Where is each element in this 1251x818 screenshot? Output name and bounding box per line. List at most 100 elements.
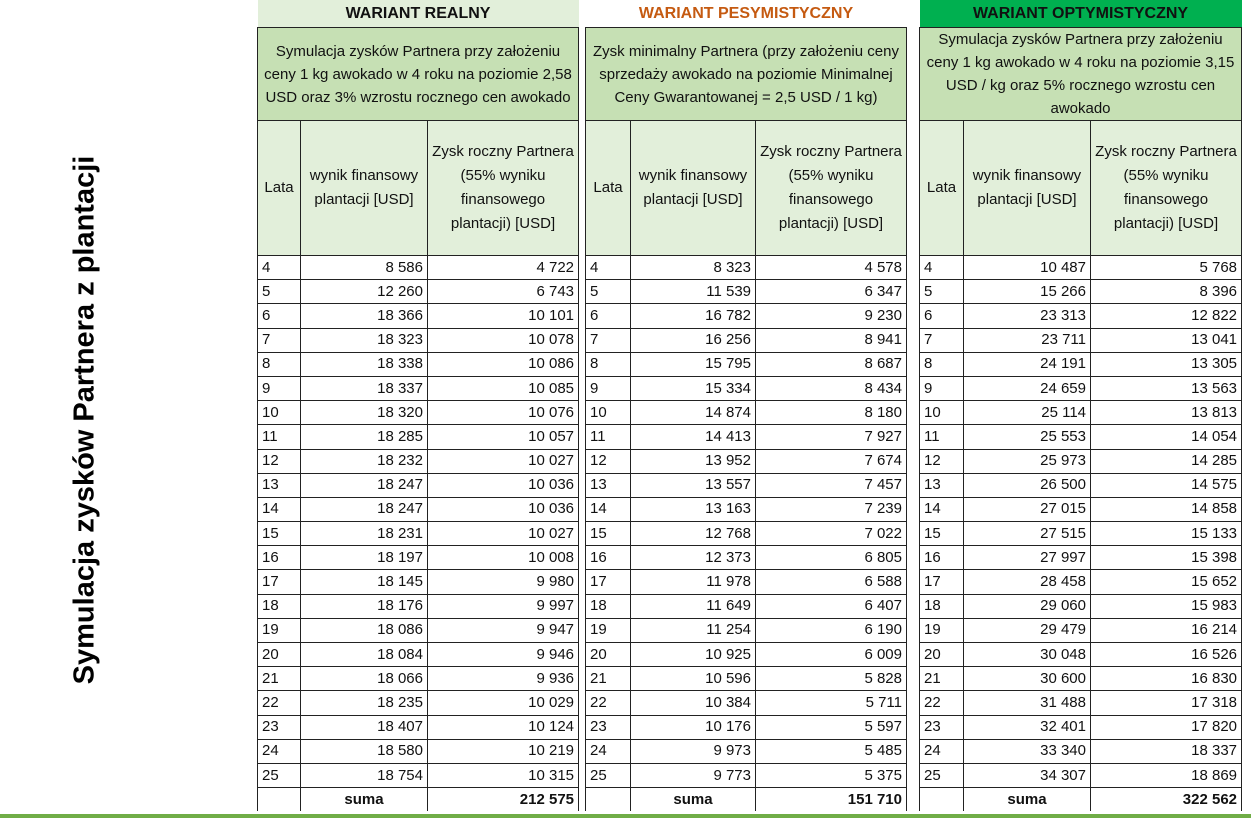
- zysk-cell: 10 086: [426, 351, 580, 377]
- year-cell: 6: [257, 303, 301, 329]
- year-cell: 11: [257, 424, 301, 450]
- wynik-cell: 12 260: [300, 279, 428, 305]
- zysk-cell: 5 485: [755, 738, 907, 764]
- table-row: 25 34 307 18 869: [919, 762, 1243, 789]
- zysk-cell: 10 076: [426, 400, 580, 426]
- side-title: Symulacja zysków Partnera z plantacji: [68, 155, 101, 685]
- wynik-cell: 27 015: [963, 496, 1091, 523]
- variant-table: WARIANT REALNY Symulacja zysków Partnera …: [256, 0, 580, 812]
- side-label-area: Symulacja zysków Partnera z plantacji: [0, 0, 255, 814]
- zysk-cell: 5 711: [755, 690, 907, 716]
- year-cell: 10: [919, 400, 964, 426]
- title-row: WARIANT PESYMISTYCZNY: [586, 0, 907, 28]
- table-row: 18 18 176 9 997: [257, 593, 580, 619]
- year-cell: 13: [585, 472, 631, 498]
- wynik-cell: 12 373: [630, 545, 756, 571]
- wynik-cell: 25 114: [963, 400, 1091, 426]
- year-cell: 24: [257, 738, 301, 764]
- year-cell: 5: [919, 279, 964, 305]
- year-cell: 23: [585, 714, 631, 740]
- year-cell: 25: [919, 762, 964, 789]
- zysk-cell: 18 869: [1089, 762, 1243, 789]
- zysk-cell: 14 858: [1089, 496, 1243, 523]
- zysk-cell: 10 057: [426, 424, 580, 450]
- zysk-cell: 10 027: [426, 521, 580, 547]
- wynik-cell: 18 235: [300, 690, 428, 716]
- header-wynik: wynik finansowy plantacji [USD]: [630, 120, 756, 256]
- zysk-cell: 5 768: [1089, 254, 1243, 281]
- wynik-cell: 23 711: [963, 327, 1091, 353]
- zysk-cell: 10 315: [426, 762, 580, 789]
- sum-empty-cell: [585, 787, 631, 812]
- zysk-cell: 10 219: [426, 738, 580, 764]
- year-cell: 5: [257, 279, 301, 305]
- year-cell: 22: [585, 690, 631, 716]
- table-row: 12 25 973 14 285: [919, 448, 1243, 474]
- wynik-cell: 10 596: [630, 666, 756, 692]
- table-row: 13 13 557 7 457: [585, 472, 907, 498]
- year-cell: 20: [919, 641, 964, 668]
- year-cell: 21: [919, 666, 964, 692]
- table-row: 8 15 795 8 687: [585, 351, 907, 377]
- wynik-cell: 33 340: [963, 738, 1091, 764]
- year-cell: 15: [585, 521, 631, 547]
- year-cell: 12: [919, 448, 964, 474]
- year-cell: 13: [257, 472, 301, 498]
- header-zysk: Zysk roczny Partnera (55% wyniku finanso…: [755, 120, 907, 256]
- zysk-cell: 8 434: [755, 375, 907, 402]
- wynik-cell: 18 247: [300, 472, 428, 498]
- wynik-cell: 9 973: [630, 738, 756, 764]
- wynik-cell: 27 997: [963, 545, 1091, 571]
- wynik-cell: 14 874: [630, 400, 756, 426]
- zysk-cell: 10 027: [426, 448, 580, 474]
- zysk-cell: 7 239: [755, 496, 907, 523]
- wynik-cell: 18 337: [300, 375, 428, 402]
- zysk-cell: 10 078: [426, 327, 580, 353]
- year-cell: 7: [919, 327, 964, 353]
- table-row: 21 30 600 16 830: [919, 666, 1243, 692]
- variant-optymistyczny: WARIANT OPTYMISTYCZNY Symulacja zysków Pa…: [918, 0, 1243, 812]
- variant-description: Zysk minimalny Partnera (przy założeniu …: [585, 27, 907, 121]
- zysk-cell: 9 936: [426, 666, 580, 692]
- sum-empty-cell: [919, 787, 964, 812]
- table-row: 15 12 768 7 022: [585, 521, 907, 547]
- year-cell: 9: [919, 375, 964, 402]
- zysk-cell: 14 054: [1089, 424, 1243, 450]
- table-row: 14 13 163 7 239: [585, 496, 907, 523]
- year-cell: 22: [257, 690, 301, 716]
- table-row: 10 18 320 10 076: [257, 400, 580, 426]
- wynik-cell: 18 285: [300, 424, 428, 450]
- table-row: 22 10 384 5 711: [585, 690, 907, 716]
- title-row: WARIANT REALNY: [257, 0, 579, 28]
- wynik-cell: 25 973: [963, 448, 1091, 474]
- table-row: 14 27 015 14 858: [919, 496, 1243, 523]
- wynik-cell: 18 232: [300, 448, 428, 474]
- zysk-cell: 8 941: [755, 327, 907, 353]
- zysk-cell: 10 101: [426, 303, 580, 329]
- year-cell: 11: [919, 424, 964, 450]
- table-row: 20 30 048 16 526: [919, 641, 1243, 668]
- zysk-cell: 6 805: [755, 545, 907, 571]
- zysk-cell: 16 214: [1089, 617, 1243, 644]
- wynik-cell: 13 163: [630, 496, 756, 523]
- year-cell: 10: [257, 400, 301, 426]
- table-row: 21 18 066 9 936: [257, 666, 580, 692]
- year-cell: 25: [257, 762, 301, 789]
- table-row: 25 9 773 5 375: [585, 762, 907, 789]
- wynik-cell: 18 580: [300, 738, 428, 764]
- variant-title: WARIANT PESYMISTYCZNY: [638, 4, 854, 22]
- zysk-cell: 13 813: [1089, 400, 1243, 426]
- variant-realny: WARIANT REALNY Symulacja zysków Partnera …: [256, 0, 580, 812]
- zysk-cell: 13 041: [1089, 327, 1243, 353]
- table-row: 10 25 114 13 813: [919, 400, 1243, 426]
- year-cell: 23: [919, 714, 964, 740]
- wynik-cell: 25 553: [963, 424, 1091, 450]
- zysk-cell: 8 180: [755, 400, 907, 426]
- zysk-cell: 10 029: [426, 690, 580, 716]
- zysk-cell: 8 396: [1089, 279, 1243, 305]
- zysk-cell: 7 457: [755, 472, 907, 498]
- table-row: 23 10 176 5 597: [585, 714, 907, 740]
- sum-value: 212 575: [426, 787, 580, 812]
- zysk-cell: 10 085: [426, 375, 580, 402]
- year-cell: 9: [585, 375, 631, 402]
